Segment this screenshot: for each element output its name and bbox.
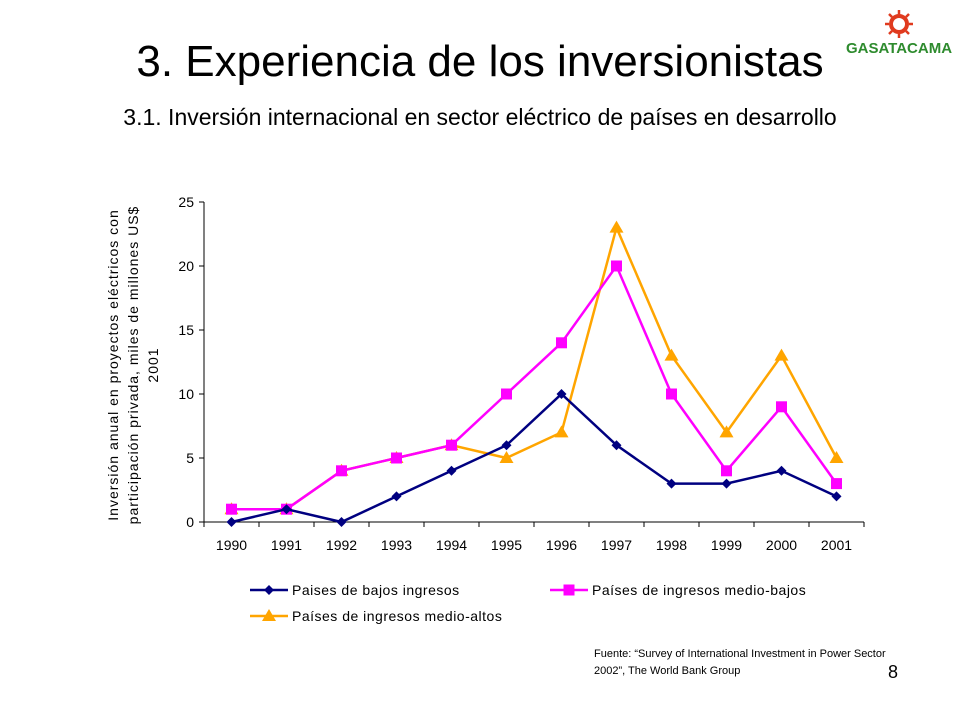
x-tick-label: 1991: [271, 537, 302, 553]
y-tick-label: 5: [186, 450, 194, 466]
data-point-triangle: [554, 425, 569, 438]
data-point-diamond: [501, 440, 512, 451]
y-tick-label: 25: [178, 194, 194, 210]
y-axis-label-line: Inversión anual en proyectos eléctricos …: [105, 209, 121, 520]
data-point-square: [501, 388, 512, 400]
y-axis-label-line: 2001: [145, 347, 161, 382]
x-tick-label: 1998: [656, 537, 687, 553]
y-axis-label-line: participación privada, miles de millones…: [125, 206, 141, 525]
data-point-square: [831, 478, 842, 490]
data-point-triangle: [664, 348, 679, 361]
page-number: 8: [888, 662, 899, 682]
data-point-diamond: [721, 478, 732, 489]
x-tick-label: 1993: [381, 537, 412, 553]
data-point-triangle: [262, 609, 276, 621]
y-tick-label: 0: [186, 514, 194, 530]
y-tick-label: 15: [178, 322, 194, 338]
x-tick-label: 1999: [711, 537, 742, 553]
data-point-diamond: [831, 491, 842, 502]
x-tick-label: 1996: [546, 537, 577, 553]
data-point-diamond: [446, 465, 457, 476]
data-point-triangle: [719, 425, 734, 438]
x-tick-label: 1990: [216, 537, 247, 553]
x-tick-label: 1994: [436, 537, 467, 553]
logo-text: GASATACAMA: [845, 40, 953, 57]
data-point-square: [336, 465, 347, 477]
series-line: [231, 392, 838, 524]
data-point-diamond: [776, 465, 787, 476]
data-point-diamond: [226, 517, 237, 527]
source-note: Fuente: “Survey of International Investm…: [594, 648, 886, 677]
data-point-square: [226, 503, 237, 515]
data-point-diamond: [264, 585, 274, 595]
x-tick-label: 2001: [821, 537, 852, 553]
x-tick-label: 1995: [491, 537, 522, 553]
data-point-diamond: [391, 491, 402, 502]
x-tick-label: 1992: [326, 537, 357, 553]
data-point-square: [611, 260, 622, 272]
legend-label: Paises de bajos ingresos: [292, 582, 460, 598]
data-point-diamond: [336, 517, 347, 527]
slide-title: 3. Experiencia de los inversionistas: [136, 37, 824, 86]
data-point-triangle: [774, 348, 789, 361]
data-point-square: [391, 452, 402, 464]
legend-label: Países de ingresos medio-bajos: [592, 582, 806, 598]
data-point-diamond: [556, 389, 567, 399]
data-point-diamond: [666, 478, 677, 489]
company-logo: GASATACAMA: [840, 6, 958, 66]
data-point-square: [776, 401, 787, 413]
data-point-square: [666, 388, 677, 400]
data-point-square: [721, 465, 732, 477]
x-tick-label: 2000: [766, 537, 797, 553]
legend-label: Países de ingresos medio-altos: [292, 608, 502, 624]
data-point-diamond: [281, 504, 292, 515]
data-point-square: [563, 584, 575, 596]
data-point-diamond: [611, 440, 622, 451]
data-point-square: [446, 439, 457, 451]
data-point-triangle: [609, 220, 624, 233]
y-tick-label: 20: [178, 258, 194, 274]
data-point-triangle: [829, 451, 844, 463]
y-tick-label: 10: [178, 386, 194, 402]
slide-subtitle: 3.1. Inversión internacional en sector e…: [123, 104, 837, 130]
sun-logo-icon: [885, 10, 913, 38]
data-point-triangle: [499, 451, 514, 463]
series-line: [231, 263, 838, 511]
data-point-square: [556, 337, 567, 349]
x-tick-label: 1997: [601, 537, 632, 553]
